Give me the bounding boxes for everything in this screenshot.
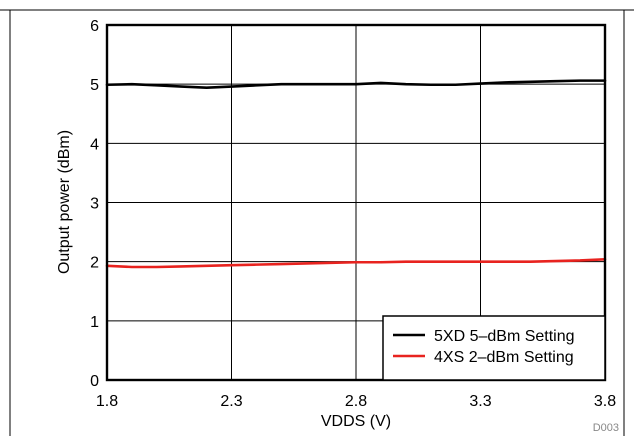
x-axis-label: VDDS (V) [321,413,391,430]
legend-box [382,315,606,381]
y-axis-label: Output power (dBm) [56,130,73,274]
legend-label-5xd: 5XD 5–dBm Setting [434,328,575,345]
legend-label-4xs: 4XS 2–dBm Setting [434,349,574,366]
x-tick-label: 3.3 [469,393,491,410]
legend: 5XD 5–dBm Setting 4XS 2–dBm Setting [382,315,606,381]
x-tick-label: 3.8 [594,393,616,410]
x-tick-label: 2.3 [220,393,242,410]
series-line-0 [105,79,607,90]
plot-area-border [105,23,607,382]
figure-id-label: D003 [593,422,619,434]
y-tick-label: 3 [90,196,99,213]
y-tick-label: 5 [90,77,99,94]
data-series [105,79,607,269]
x-tick-label: 2.8 [345,393,367,410]
y-tick-label: 2 [90,255,99,272]
y-tick-label: 6 [90,18,99,35]
x-tick-label: 1.8 [96,393,118,410]
y-tick-label: 1 [90,314,99,331]
y-tick-label: 0 [90,373,99,390]
series-line-1 [105,257,607,269]
tick-labels: 1.8 2.3 2.8 3.3 3.8 0 1 2 3 4 5 6 [90,18,616,410]
y-tick-label: 4 [90,136,99,153]
